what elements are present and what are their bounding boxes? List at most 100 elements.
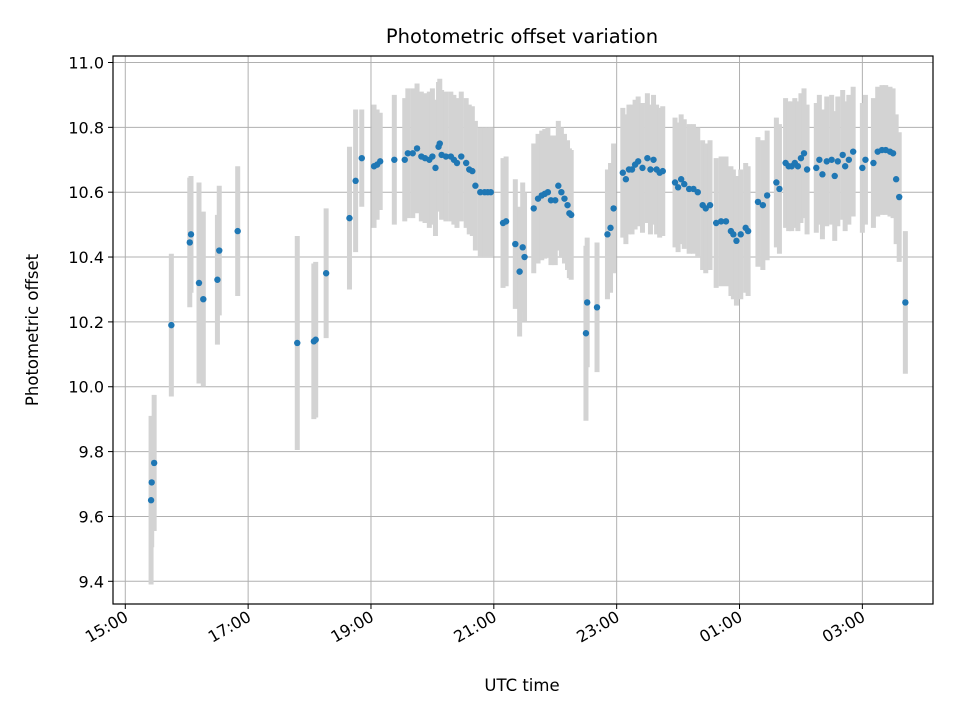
data-point — [717, 218, 725, 225]
data-point — [733, 237, 740, 245]
data-point — [200, 295, 207, 303]
plot-frame — [112, 55, 934, 605]
data-point — [436, 140, 443, 147]
data-point — [816, 156, 823, 163]
y-tick-label: 10.4 — [68, 248, 104, 267]
data-point — [391, 156, 398, 163]
data-point — [773, 179, 780, 186]
data-point — [409, 150, 416, 157]
data-points — [147, 140, 909, 504]
data-point — [521, 253, 528, 261]
data-point — [346, 214, 353, 222]
grid — [113, 56, 933, 604]
data-point — [195, 279, 203, 287]
data-point — [800, 150, 808, 157]
data-point — [849, 148, 857, 155]
y-tick-label: 10.6 — [68, 183, 104, 202]
data-point — [530, 205, 537, 212]
data-point — [502, 218, 510, 225]
x-tick-label: 01:00 — [696, 607, 745, 647]
data-point — [583, 299, 591, 306]
data-point — [234, 227, 241, 235]
x-tick-label: 19:00 — [328, 607, 377, 647]
data-point — [776, 185, 783, 193]
data-point — [870, 159, 877, 167]
data-point — [819, 171, 826, 178]
data-point — [469, 167, 476, 175]
data-point — [519, 244, 526, 251]
data-point — [610, 205, 617, 212]
data-point — [214, 276, 221, 283]
data-point — [671, 179, 679, 186]
chart-title: Photometric offset variation — [386, 25, 658, 48]
data-point — [647, 166, 654, 173]
x-tick-label: 21:00 — [450, 607, 499, 647]
x-tick-label: 17:00 — [205, 607, 254, 647]
x-tick-label: 23:00 — [573, 607, 622, 647]
data-point — [564, 201, 571, 209]
y-axis-label: Photometric offset — [23, 253, 42, 406]
x-tick-label: 03:00 — [819, 607, 868, 647]
x-axis: 15:00 17:00 19:00 21:00 23:00 01:00 03:00 — [82, 604, 868, 647]
data-point — [694, 188, 701, 196]
data-point — [352, 177, 359, 185]
error-bars — [148, 78, 908, 585]
data-point — [754, 198, 762, 206]
data-point — [634, 158, 642, 165]
data-point — [458, 153, 465, 160]
data-point — [722, 218, 730, 225]
data-point — [607, 224, 614, 232]
data-point — [677, 176, 685, 183]
data-point — [558, 188, 565, 196]
data-point — [681, 180, 688, 188]
data-point — [744, 227, 752, 235]
data-point — [644, 154, 651, 162]
data-point — [841, 163, 849, 170]
data-point — [831, 172, 838, 180]
y-tick-label: 10.2 — [68, 313, 104, 332]
y-tick-label: 10.8 — [68, 118, 104, 137]
data-point — [429, 153, 436, 160]
data-point — [216, 247, 223, 254]
data-point — [813, 164, 820, 172]
data-point — [797, 154, 805, 162]
data-point — [845, 156, 853, 163]
data-point — [828, 156, 835, 163]
data-point — [442, 153, 450, 160]
data-point — [628, 166, 636, 173]
y-tick-label: 9.8 — [79, 443, 104, 462]
data-point — [896, 193, 903, 201]
data-point — [650, 156, 657, 163]
data-point — [294, 339, 301, 347]
data-point — [453, 159, 461, 167]
data-point — [413, 145, 421, 152]
data-point — [763, 192, 771, 199]
data-point — [312, 336, 319, 343]
data-point — [487, 188, 494, 196]
y-tick-label: 9.4 — [79, 572, 104, 591]
data-point — [604, 231, 611, 238]
data-point — [552, 197, 559, 204]
y-tick-label: 9.6 — [79, 507, 104, 526]
data-point — [622, 176, 630, 183]
data-point — [568, 211, 575, 219]
data-point — [902, 299, 909, 306]
data-point — [358, 154, 365, 162]
data-point — [737, 231, 744, 238]
data-point — [712, 219, 720, 227]
data-point — [639, 164, 646, 172]
data-point — [186, 239, 193, 246]
data-point — [706, 201, 714, 209]
x-tick-label: 15:00 — [82, 607, 131, 647]
data-point — [803, 166, 811, 173]
data-point — [150, 459, 158, 467]
data-point — [759, 201, 767, 209]
data-point — [659, 167, 666, 175]
data-point — [168, 321, 175, 329]
data-point — [432, 164, 439, 172]
data-point — [555, 182, 562, 189]
data-point — [544, 188, 552, 196]
y-tick-label: 10.0 — [68, 378, 104, 397]
data-point — [859, 164, 866, 172]
